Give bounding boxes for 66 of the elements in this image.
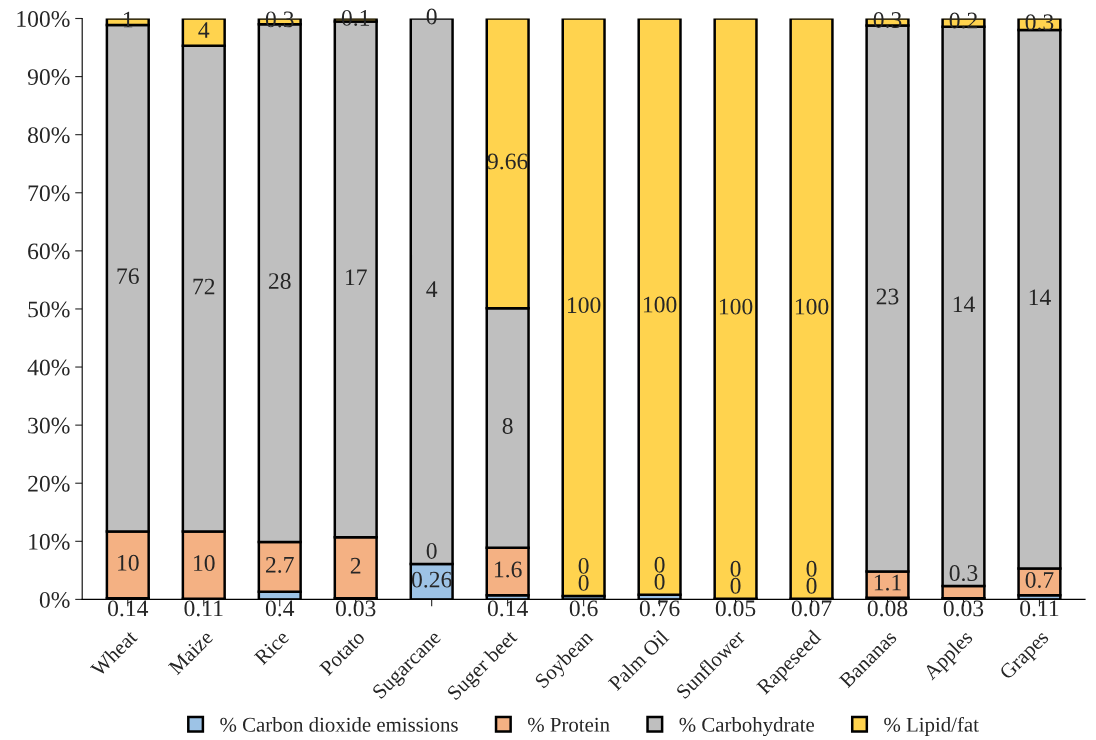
legend-label: % Lipid/fat: [884, 716, 979, 737]
text: 0.05: [715, 600, 756, 617]
y-tick-label: 60%: [28, 243, 70, 260]
annotation: 0: [654, 556, 665, 573]
text: 0.6: [569, 600, 598, 617]
text: 0.07: [791, 600, 832, 617]
x-tick-label: Rice: [253, 629, 290, 666]
text: 0.14: [108, 600, 149, 617]
y-tick-label: 30%: [28, 417, 70, 434]
legend-label: % Protein: [528, 717, 610, 732]
annotation: 0: [578, 557, 589, 574]
annotation: 8: [502, 418, 513, 434]
annotation: 0: [806, 560, 817, 577]
y-tick-label: 70%: [28, 185, 70, 202]
text: 0.11: [184, 600, 223, 617]
y-tick-label: 50%: [28, 301, 70, 318]
annotation: 1: [123, 11, 133, 28]
annotation: 0.3: [949, 565, 978, 582]
annotation: 0: [654, 573, 665, 590]
annotation: 4: [426, 281, 438, 297]
legend-label: % Carbon dioxide emissions: [220, 717, 458, 732]
annotation: 0: [578, 574, 589, 591]
annotation: 23: [876, 288, 899, 305]
annotation: 17: [345, 269, 367, 285]
y-tick-label: 20%: [28, 475, 70, 492]
y-tick-label: 100%: [17, 10, 70, 27]
annotation: 10: [118, 554, 139, 571]
annotation: 0.1: [341, 9, 370, 26]
text: 0.03: [335, 600, 376, 617]
y-tick-label: 90%: [27, 69, 70, 86]
annotation: 76: [117, 268, 139, 285]
text: 0.14: [487, 600, 528, 617]
annotation: 2.7: [266, 556, 294, 573]
annotation: 72: [193, 278, 215, 295]
annotation: 0.3: [265, 11, 294, 28]
annotation: 0.3: [873, 11, 902, 28]
text: 0.76: [639, 600, 680, 617]
x-tick-label: Palm Oil: [607, 628, 670, 692]
legend-label: % Carbohydrate: [679, 717, 815, 737]
annotation: 0.7: [1025, 571, 1054, 588]
y-tick-label: 10%: [29, 533, 70, 550]
text: 0.08: [867, 600, 908, 617]
text: 0.4: [265, 600, 295, 617]
y-tick-label: 40%: [27, 359, 70, 376]
annotation: 10: [194, 555, 215, 572]
annotation: 100: [719, 298, 753, 315]
annotation: 14: [1029, 289, 1051, 306]
annotation: 0: [426, 542, 437, 559]
annotation: 28: [268, 273, 291, 290]
bar: [637, 18, 682, 596]
annotation: 100: [795, 298, 829, 315]
annotation: 14: [953, 296, 975, 313]
annotation: 1.6: [494, 561, 522, 578]
text: 0.11: [1020, 600, 1059, 617]
annotation: 100: [567, 297, 601, 314]
annotation: 0: [730, 560, 741, 577]
text: 0.03: [943, 600, 984, 617]
annotation: 0: [730, 577, 741, 594]
bar: [561, 18, 606, 598]
annotation: 0: [806, 577, 817, 594]
annotation: 1.1: [874, 574, 901, 591]
annotation: 2: [350, 557, 361, 574]
y-tick-label: 80%: [28, 127, 70, 144]
annotation: 100: [643, 296, 677, 313]
annotation: 4: [198, 22, 210, 38]
y-tick-label: 0%: [39, 591, 70, 608]
